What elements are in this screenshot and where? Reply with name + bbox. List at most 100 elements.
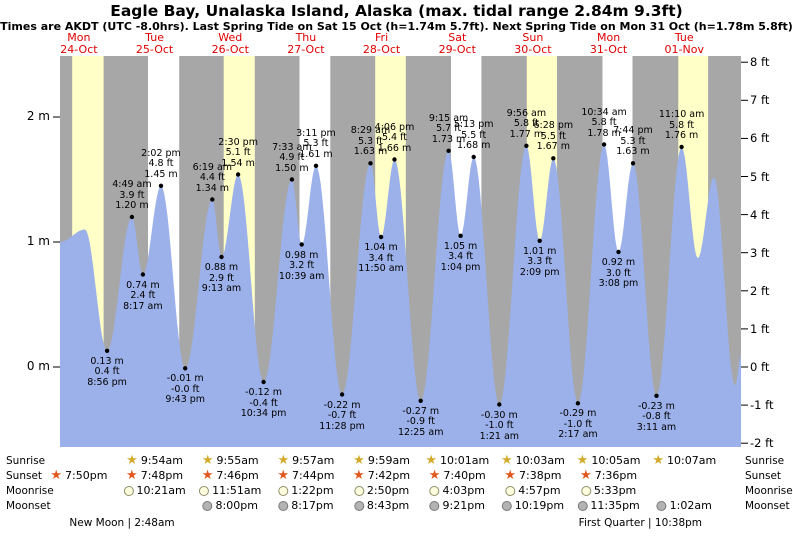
day-label: Mon 31-Oct [590,32,627,55]
annotation-line: 2.4 ft [130,290,156,301]
tide-extreme-dot [537,238,542,243]
tide-low-annotation: 1.01 m 3.3 ft 2:09 pm [519,245,560,279]
sunset-icon: ★ [126,468,138,483]
annotation-line: -0.22 m [323,399,361,411]
annotation-line: 5.5 ft [461,129,487,141]
moonset-icon [577,500,588,511]
moonset-row-label-right: Moonset [745,500,790,512]
moonrise-time: 2:50pm [366,484,410,497]
astro-moonset-entry: 8:43pm [353,499,409,512]
moonrise-time: 5:33pm [593,484,637,497]
annotation-line: -1.0 ft [563,418,593,430]
tide-low-annotation: 1.05 m 3.4 ft 1:04 pm [440,240,481,274]
sunrise-icon: ★ [501,453,513,468]
sunrise-time: 9:55am [216,454,259,467]
day-label: Fri 28-Oct [363,32,400,55]
day-date: 30-Oct [514,42,552,56]
annotation-line: 10:34 am [581,106,627,118]
sunrise-row-label-left: Sunrise [6,455,46,467]
moonset-icon [353,500,364,511]
annotation-line: 1.01 m [522,245,557,257]
tide-extreme-dot [458,233,463,238]
annotation-line: 5.8 ft [591,117,617,128]
astro-sunrise-entry: ★ 9:57am [277,454,334,467]
sunrise-time: 9:59am [367,454,410,467]
annotation-line: 10:39 am [278,270,325,282]
annotation-line: 4.8 ft [148,158,174,170]
annotation-line: 1:04 pm [440,261,481,273]
moonset-time: 8:17pm [291,499,334,512]
sunset-icon: ★ [201,468,214,483]
moonrise-icon [278,485,289,496]
annotation-line: 1.05 m [443,240,478,252]
annotation-line: 2:09 pm [519,266,560,278]
tide-high-annotation: 7:33 am 4.9 ft 1.50 m [272,142,311,175]
annotation-line: 5.1 ft [225,147,251,158]
sunrise-icon: ★ [126,453,138,468]
annotation-line: 5.5 ft [540,130,566,142]
moonset-time: 10:19pm [514,499,565,512]
sunset-row-label-right: Sunset [745,470,782,482]
annotation-line: 0.13 m [90,355,124,367]
page-subtitle: Times are AKDT (UTC -8.0hrs). Last Sprin… [0,20,793,33]
astro-moonrise-entry: 10:21am [123,484,186,497]
annotation-line: 2:02 pm [141,147,181,159]
sunrise-icon: ★ [277,453,290,468]
astro-sunset-entry: ★ 7:38pm [504,469,561,482]
annotation-line: 3.0 ft [605,267,631,279]
tide-extreme-dot [446,148,451,153]
tide-extreme-dot [679,144,684,150]
moonset-time: 8:00pm [215,499,258,512]
tide-extreme-dot [289,177,295,182]
annotation-line: 1:21 am [479,430,520,442]
tide-extreme-dot [129,214,135,220]
annotation-line: -0.27 m [402,405,440,417]
tide-high-annotation: 4:49 am 3.9 ft 1.20 m [112,179,152,212]
astro-moonrise-entry: 4:57pm [505,484,561,497]
tide-extreme-dot [418,398,423,403]
y-axis-label-ft: -2 ft [750,436,774,451]
annotation-line: 5.8 ft [669,119,695,131]
astro-sunset-entry: ★ 7:46pm [202,469,259,482]
annotation-line: 5.8 ft [513,118,539,130]
astro-sunset-entry: ★ 7:42pm [353,469,410,482]
tide-low-annotation: -0.22 m -0.7 ft 11:28 pm [319,399,365,433]
tide-low-annotation: -0.29 m -1.0 ft 2:17 am [558,409,597,441]
moonrise-icon [353,485,364,496]
tide-high-annotation: 5:13 pm 5.5 ft 1.68 m [454,119,494,152]
y-axis-label-ft: 0 ft [750,360,770,374]
y-axis-label-ft: 4 ft [750,207,770,222]
annotation-line: 12:25 am [397,426,444,438]
y-axis-label-m: 0 m [26,359,50,373]
day-date: 28-Oct [362,42,401,56]
annotation-line: 11:28 pm [319,420,365,432]
tide-low-annotation: 0.98 m 3.2 ft 10:39 am [278,250,325,283]
moonrise-icon [505,485,516,496]
tide-extreme-dot [183,366,188,371]
moonrise-icon [580,485,591,496]
astro-sunrise-entry: ★ 10:07am [652,454,716,467]
annotation-line: -0.01 m [166,373,204,385]
sunrise-icon: ★ [652,453,664,468]
tide-low-annotation: -0.23 m -0.8 ft 3:11 am [637,401,676,434]
annotation-line: 5.3 ft [620,135,646,147]
annotation-line: -0.0 ft [170,383,200,395]
annotation-line: 3:11 pm [296,127,336,139]
astro-moonset-entry: 8:00pm [202,499,258,512]
annotation-line: 1.50 m [275,162,309,174]
sunrise-time: 10:01am [440,454,490,467]
annotation-line: 8:56 pm [87,376,127,388]
y-axis-label-ft: 3 ft [750,245,770,260]
annotation-line: 11:50 am [358,263,404,274]
tide-extreme-dot [313,163,319,168]
annotation-line: 1.34 m [195,182,230,194]
annotation-line: 1.68 m [456,140,491,151]
moonset-icon [656,500,667,511]
annotation-line: 4:49 am [112,179,152,190]
annotation-line: 2.9 ft [208,272,234,284]
annotation-line: 7:44 pm [613,125,653,137]
tide-extreme-dot [392,157,397,162]
tide-high-annotation: 6:28 pm 5.5 ft 1.67 m [533,121,573,153]
moonrise-icon [429,485,440,496]
